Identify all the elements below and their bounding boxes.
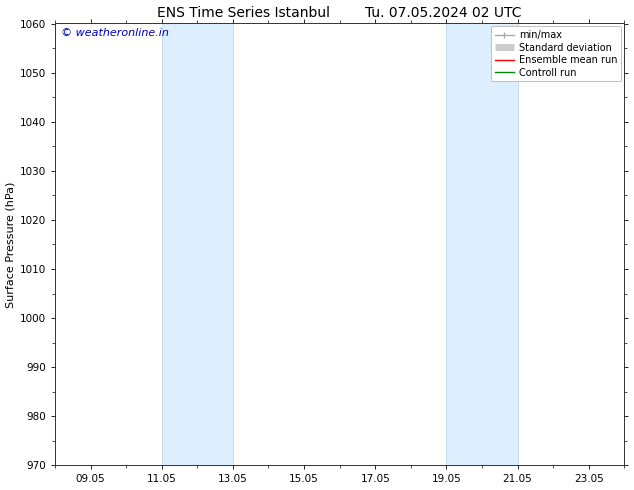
Text: © weatheronline.in: © weatheronline.in xyxy=(61,28,169,38)
Bar xyxy=(446,24,517,465)
Title: ENS Time Series Istanbul        Tu. 07.05.2024 02 UTC: ENS Time Series Istanbul Tu. 07.05.2024 … xyxy=(157,5,522,20)
Y-axis label: Surface Pressure (hPa): Surface Pressure (hPa) xyxy=(6,181,16,308)
Legend: min/max, Standard deviation, Ensemble mean run, Controll run: min/max, Standard deviation, Ensemble me… xyxy=(491,26,621,81)
Bar xyxy=(162,24,233,465)
